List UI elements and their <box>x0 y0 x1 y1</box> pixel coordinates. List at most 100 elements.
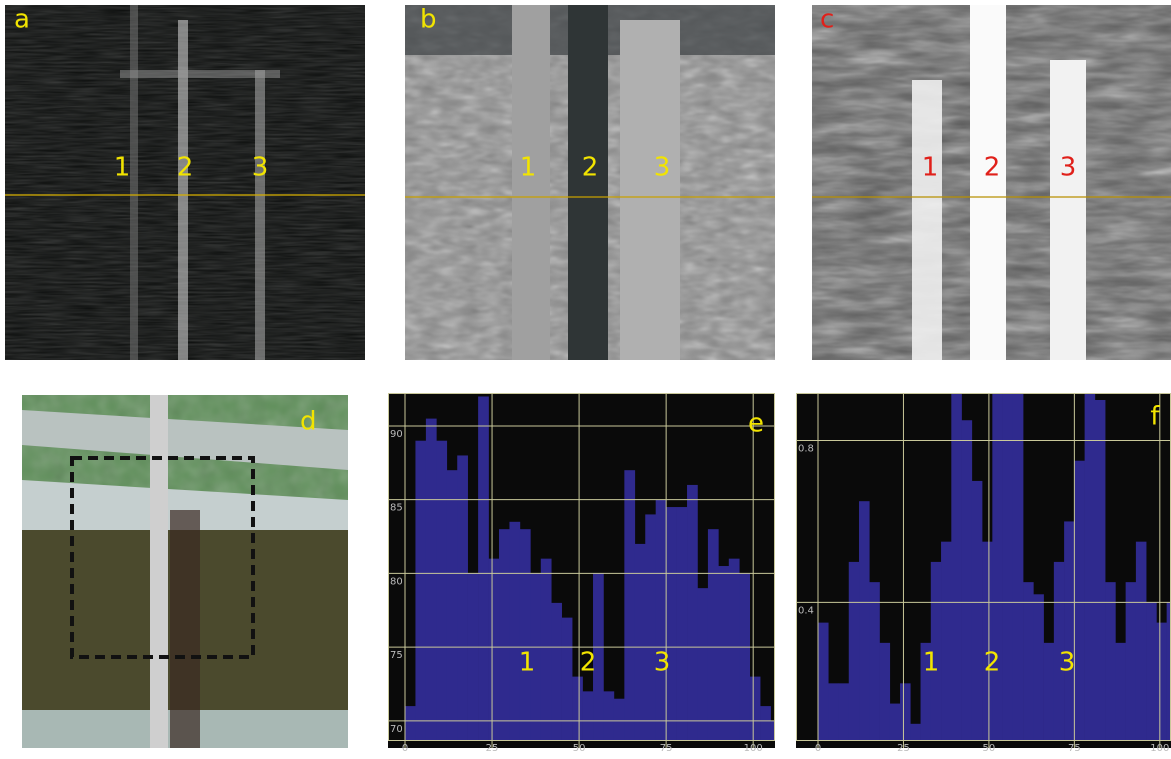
bar <box>655 499 667 740</box>
x-tick-label: 25 <box>897 743 910 754</box>
region-marker: 3 <box>1059 648 1076 678</box>
x-tick-label: 0 <box>402 743 408 754</box>
bar <box>467 573 479 740</box>
bar <box>446 470 458 740</box>
bar <box>436 440 448 740</box>
bar <box>770 720 775 740</box>
x-tick-label: 100 <box>1150 743 1169 754</box>
bar <box>666 507 677 740</box>
y-tick-label: 75 <box>390 650 403 661</box>
bar <box>1012 393 1024 740</box>
bar <box>676 507 688 740</box>
bar <box>828 683 839 740</box>
bar <box>749 676 761 740</box>
bar <box>593 573 604 740</box>
bar <box>707 529 719 740</box>
y-tick-label: 70 <box>390 724 403 735</box>
plot-area <box>796 393 1171 748</box>
y-tick-label: 85 <box>390 503 403 514</box>
panel-label: e <box>748 409 764 439</box>
bar <box>1125 582 1137 740</box>
x-tick-label: 75 <box>1068 743 1081 754</box>
bar <box>1033 594 1044 740</box>
bar <box>848 561 860 740</box>
bar <box>910 723 921 740</box>
y-tick-label: 90 <box>390 429 403 440</box>
bar <box>405 706 416 740</box>
bar <box>1053 561 1065 740</box>
x-tick-label: 100 <box>744 743 763 754</box>
region-marker: 1 <box>923 648 940 678</box>
bar <box>582 691 594 740</box>
x-tick-label: 75 <box>660 743 673 754</box>
bar <box>869 582 880 740</box>
region-marker: 2 <box>984 153 1001 183</box>
region-marker: 2 <box>582 153 599 183</box>
bar <box>760 706 771 740</box>
panel-label: c <box>820 5 834 35</box>
bar <box>1002 393 1014 740</box>
bar <box>415 440 427 740</box>
bar <box>1023 582 1034 740</box>
bar <box>425 418 437 740</box>
bar <box>1105 582 1116 740</box>
bar <box>509 521 521 740</box>
plot-area <box>388 393 792 748</box>
panel-label: d <box>300 407 317 437</box>
region-marker: 2 <box>580 648 597 678</box>
x-tick-label: 25 <box>486 743 499 754</box>
bar <box>1074 460 1085 740</box>
bar <box>739 573 750 740</box>
bar <box>1166 602 1171 740</box>
bar <box>1156 622 1167 740</box>
bar <box>951 393 962 740</box>
bar <box>1084 393 1096 740</box>
bar <box>879 642 891 740</box>
bar <box>488 558 500 740</box>
bar <box>540 558 552 740</box>
region-marker: 1 <box>922 153 939 183</box>
bar <box>889 703 901 740</box>
bar <box>603 691 615 740</box>
bar <box>781 588 792 740</box>
bar <box>645 514 656 740</box>
bar <box>859 501 870 740</box>
bar <box>1135 541 1147 740</box>
region-marker: 1 <box>114 153 131 183</box>
region-marker: 2 <box>984 648 1001 678</box>
bar <box>992 393 1003 740</box>
region-marker: 3 <box>654 153 671 183</box>
bar <box>624 470 636 740</box>
bar <box>519 529 531 740</box>
bar <box>1115 642 1126 740</box>
panel-d-image <box>22 395 348 748</box>
bar <box>530 573 542 740</box>
panel-label: a <box>14 5 30 35</box>
bar <box>551 602 562 740</box>
x-tick-label: 50 <box>983 743 996 754</box>
bar <box>687 484 698 740</box>
bar <box>728 558 740 740</box>
bar <box>499 529 510 740</box>
panel-label: b <box>420 5 437 35</box>
bar <box>697 588 709 740</box>
bar <box>718 566 730 740</box>
bar <box>971 480 983 740</box>
bar <box>572 676 583 740</box>
bar <box>982 541 993 740</box>
plot-frame <box>388 393 775 741</box>
bar <box>961 420 973 740</box>
bar <box>634 543 646 740</box>
bar <box>818 622 829 740</box>
panel-label: f <box>1150 402 1160 432</box>
bar <box>920 642 932 740</box>
region-marker: 3 <box>252 153 269 183</box>
bar <box>1064 521 1075 740</box>
region-marker: 1 <box>520 153 537 183</box>
region-marker: 3 <box>1060 153 1077 183</box>
panel-a-image <box>5 5 365 360</box>
region-marker: 1 <box>519 648 536 678</box>
y-tick-label: 0.4 <box>798 605 814 616</box>
